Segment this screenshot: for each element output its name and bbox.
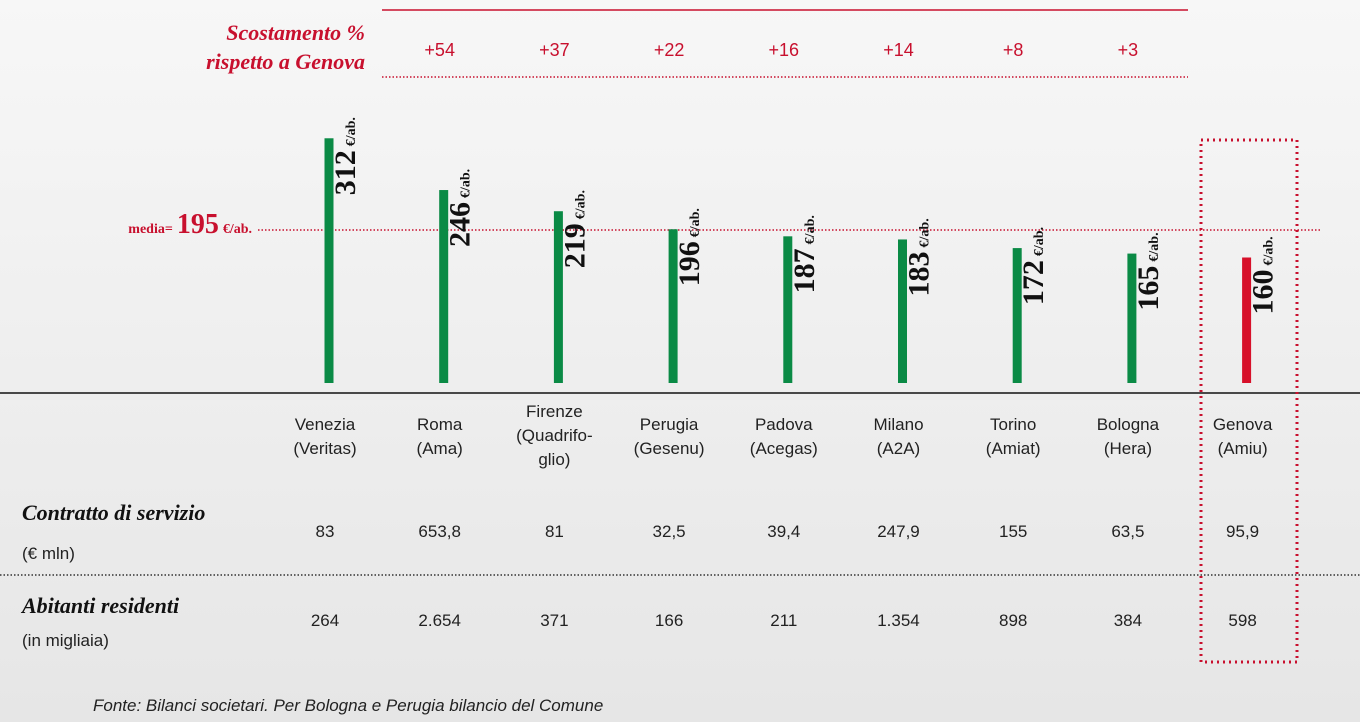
table-cell: 211 xyxy=(770,611,797,630)
bar xyxy=(1242,257,1252,383)
table-cell: 39,4 xyxy=(767,522,800,541)
category-label: Genova xyxy=(1213,415,1273,434)
value-number: 187 xyxy=(788,248,821,293)
value-unit: €/ab. xyxy=(573,190,588,219)
category-label: (Acegas) xyxy=(750,439,818,458)
deviation: +8 xyxy=(1003,40,1024,60)
value-unit: €/ab. xyxy=(918,218,933,247)
value-label: 312 €/ab. xyxy=(329,117,362,195)
row-label: Abitanti residenti xyxy=(20,593,180,618)
category-label: (A2A) xyxy=(877,439,920,458)
value-unit: €/ab. xyxy=(1262,236,1277,265)
category-label: Firenze xyxy=(526,402,583,421)
table-cell: 32,5 xyxy=(653,522,686,541)
table-cell: 1.354 xyxy=(877,611,920,630)
value-label: 196 €/ab. xyxy=(673,208,706,286)
value-number: 165 xyxy=(1132,266,1165,311)
category-label: Roma xyxy=(417,415,463,434)
value-label: 219 €/ab. xyxy=(558,190,591,268)
table-cell: 247,9 xyxy=(877,522,920,541)
mean-label: media= 195 €/ab. xyxy=(128,209,252,240)
value-unit: €/ab. xyxy=(344,117,359,146)
highlight-box xyxy=(1199,138,1299,664)
table-cell: 83 xyxy=(316,522,335,541)
value-label: 165 €/ab. xyxy=(1132,232,1165,310)
bar xyxy=(1012,248,1022,383)
bar xyxy=(553,211,563,383)
category-label: (Gesenu) xyxy=(634,439,705,458)
table-cell: 155 xyxy=(999,522,1027,541)
bar xyxy=(668,229,678,383)
category-label: (Amiat) xyxy=(986,439,1041,458)
mean-value: 195 xyxy=(177,209,219,240)
category-label: Milano xyxy=(873,415,923,434)
category-label: glio) xyxy=(538,450,570,469)
row-unit: (in migliaia) xyxy=(22,631,109,650)
value-number: 172 xyxy=(1017,260,1050,305)
category-label: (Hera) xyxy=(1104,439,1152,458)
deviation-title: Scostamento % xyxy=(226,20,365,45)
table-cell: 95,9 xyxy=(1226,522,1259,541)
table-cell: 2.654 xyxy=(418,611,461,630)
value-label: 160 €/ab. xyxy=(1247,236,1280,314)
deviation: +22 xyxy=(654,40,685,60)
category-label: Venezia xyxy=(295,415,356,434)
category-label: (Amiu) xyxy=(1218,439,1268,458)
table-cell: 371 xyxy=(540,611,568,630)
table-cell: 81 xyxy=(545,522,564,541)
deviation: +37 xyxy=(539,40,570,60)
category-label: (Veritas) xyxy=(293,439,356,458)
table-cell: 166 xyxy=(655,611,683,630)
category-label: Perugia xyxy=(640,415,699,434)
bar xyxy=(1127,253,1137,383)
table-cell: 898 xyxy=(999,611,1027,630)
bar xyxy=(783,236,793,383)
table-cell: 264 xyxy=(311,611,339,630)
table-cell: 598 xyxy=(1228,611,1256,630)
value-label: 246 €/ab. xyxy=(444,169,477,247)
bar xyxy=(439,190,449,383)
deviation: +3 xyxy=(1118,40,1139,60)
table-cell: 63,5 xyxy=(1111,522,1144,541)
value-number: 160 xyxy=(1247,270,1280,315)
row-label: Contratto di servizio xyxy=(22,500,205,525)
row-unit: (€ mln) xyxy=(22,544,75,563)
category-label: Padova xyxy=(755,415,813,434)
mean-unit: €/ab. xyxy=(223,222,252,237)
bar xyxy=(898,239,907,383)
value-unit: €/ab. xyxy=(1032,227,1047,256)
deviation: +14 xyxy=(883,40,914,60)
source: Fonte: Bilanci societari. Per Bologna e … xyxy=(93,696,603,715)
value-label: 183 €/ab. xyxy=(903,218,936,296)
value-unit: €/ab. xyxy=(459,169,474,198)
value-label: 172 €/ab. xyxy=(1017,227,1050,305)
bar xyxy=(324,138,334,383)
value-number: 183 xyxy=(903,251,936,296)
category-label: Bologna xyxy=(1097,415,1160,434)
deviation-title: rispetto a Genova xyxy=(206,49,365,74)
category-label: (Quadrifo- xyxy=(516,426,593,445)
value-number: 246 xyxy=(444,202,477,247)
value-unit: €/ab. xyxy=(1147,232,1162,261)
value-number: 219 xyxy=(558,223,591,268)
value-label: 187 €/ab. xyxy=(788,215,821,293)
table-cell: 384 xyxy=(1114,611,1142,630)
value-unit: €/ab. xyxy=(803,215,818,244)
table-cell: 653,8 xyxy=(418,522,461,541)
mean-label-text: media= xyxy=(128,222,173,237)
deviation: +54 xyxy=(424,40,455,60)
deviation: +16 xyxy=(769,40,800,60)
value-unit: €/ab. xyxy=(688,208,703,237)
value-number: 312 xyxy=(329,150,362,195)
category-label: (Ama) xyxy=(417,439,463,458)
value-number: 196 xyxy=(673,241,706,286)
category-label: Torino xyxy=(990,415,1036,434)
